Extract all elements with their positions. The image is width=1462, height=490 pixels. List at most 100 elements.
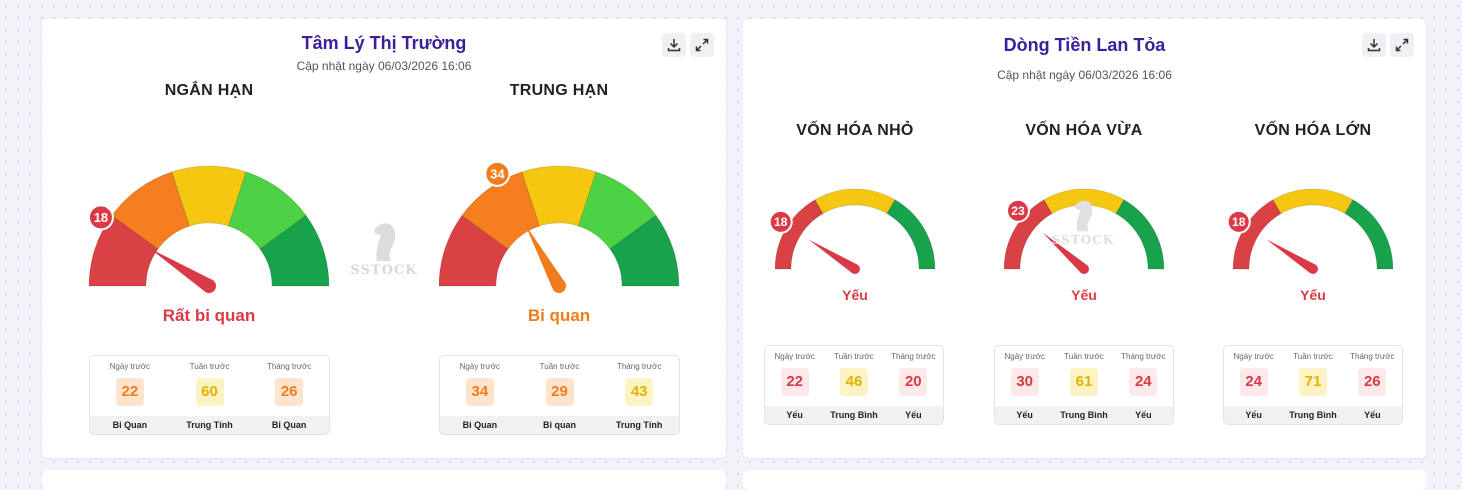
gauge-small-cap-segment <box>886 199 936 270</box>
gauge-short-term-needle-hub <box>202 279 216 293</box>
gauge-mid-term-segment <box>609 214 680 287</box>
history-label: Tuần trước <box>189 362 230 371</box>
history-value: 24 <box>1239 368 1268 396</box>
history-label: Tuần trước <box>834 352 874 361</box>
expand-icon <box>695 38 709 52</box>
download-button[interactable] <box>662 33 686 57</box>
history-label: Tuần trước <box>1064 352 1104 361</box>
watermark: SSTOCK <box>1043 197 1123 247</box>
gauge-title-short-term: NGẮN HẠN <box>164 82 254 99</box>
history-label: Tháng trước <box>891 352 936 361</box>
card-title: Dòng Tiền Lan Tỏa <box>1003 35 1166 55</box>
history-label: Tháng trước <box>266 362 312 371</box>
history-column: Tháng trước 24 <box>1114 346 1173 406</box>
gauge-title-mid-term: TRUNG HẠN <box>509 82 609 99</box>
history-tag: Trung Bình <box>1289 410 1337 420</box>
status-short-term: Rất bi quan <box>162 306 256 325</box>
history-value: 46 <box>839 368 868 396</box>
history-value: 29 <box>545 378 574 406</box>
history-column: Ngày trước 34 <box>440 356 520 416</box>
updated-text: Cập nhật ngày 06/03/2026 16:06 <box>296 59 472 73</box>
money-flow-card: Dòng Tiền Lan Tỏa Cập nhật ngày 06/03/20… <box>743 19 1426 458</box>
gauge-mid-term-needle <box>525 224 566 290</box>
history-label: Tháng trước <box>616 362 662 371</box>
status-mid-term: Bi quan <box>527 306 591 325</box>
history-label: Ngày trước <box>1233 352 1274 361</box>
history-tag: Bi Quan <box>112 420 148 430</box>
history-column: Tuần trước 60 <box>170 356 250 416</box>
history-label: Ngày trước <box>774 352 815 361</box>
history-value: 26 <box>1358 368 1387 396</box>
status-large-cap: Yếu <box>1300 287 1326 303</box>
gauge-short-term-value-badge <box>87 204 114 231</box>
history-tag: Trung Tính <box>186 420 233 430</box>
history-value: 60 <box>195 378 224 406</box>
gauge-title-small-cap: VỐN HÓA NHỎ <box>796 122 914 139</box>
gauge-mid-cap-needle <box>1042 232 1088 273</box>
gauges-market-cap: 18 23 18 <box>768 188 1394 274</box>
gauge-mid-term-needle-hub <box>552 279 566 293</box>
history-value: 22 <box>115 378 144 406</box>
history-label: Ngày trước <box>109 362 151 371</box>
download-button[interactable] <box>1362 33 1386 57</box>
history-value: 22 <box>780 368 809 396</box>
next-card-edge <box>42 470 726 490</box>
gauge-mid-term-segment <box>461 171 541 250</box>
expand-icon <box>1395 38 1409 52</box>
gauge-short-term-value-text: 18 <box>94 210 108 225</box>
history-value: 34 <box>465 378 494 406</box>
gauge-short-term-segment <box>227 171 307 250</box>
history-label: Tháng trước <box>1121 352 1166 361</box>
gauge-large-cap-segment <box>1272 188 1354 215</box>
download-icon <box>667 39 681 52</box>
history-panel-mid-term: Ngày trước 34 Tuần trước 29 Tháng trước 43 Bi … <box>439 355 680 435</box>
gauge-small-cap-needle <box>808 239 858 274</box>
history-label: Ngày trước <box>459 362 501 371</box>
gauge-large-cap-needle <box>1266 239 1316 274</box>
gauge-large-cap-value-badge <box>1226 209 1251 234</box>
history-panel-small-cap: Ngày trước 22 Tuần trước 46 Tháng trước 20 Yếu… <box>764 345 944 425</box>
history-panel-mid-cap: Ngày trước 30 Tuần trước 61 Tháng trước 24 Yếu… <box>994 345 1174 425</box>
horse-logo-icon <box>374 223 396 261</box>
history-column: Tuần trước 29 <box>520 356 600 416</box>
history-column: Ngày trước 30 <box>995 346 1054 406</box>
download-icon <box>1367 39 1381 52</box>
history-value: 61 <box>1069 368 1098 396</box>
history-panel-short-term: Ngày trước 22 Tuần trước 60 Tháng trước 26 Bi … <box>89 355 330 435</box>
gauge-small-cap-value-badge <box>768 209 793 234</box>
history-panel-large-cap: Ngày trước 24 Tuần trước 71 Tháng trước 26 Yếu… <box>1223 345 1403 425</box>
expand-button[interactable] <box>1390 33 1414 57</box>
history-label: Tháng trước <box>1350 352 1395 361</box>
history-label: Ngày trước <box>1004 352 1045 361</box>
history-tag: Trung Bình <box>1060 410 1108 420</box>
expand-button[interactable] <box>690 33 714 57</box>
history-tag: Yếu <box>905 410 922 420</box>
gauge-mid-term-value-badge <box>484 160 511 187</box>
history-column: Tháng trước 26 <box>1343 346 1402 406</box>
history-tag: Yếu <box>1245 410 1262 420</box>
history-value: 71 <box>1298 368 1327 396</box>
gauge-large-cap-segment <box>1344 199 1394 270</box>
next-card-edge <box>743 470 1426 490</box>
gauge-title-mid-cap: VỐN HÓA VỪA <box>1025 122 1143 139</box>
history-tag: Yếu <box>1364 410 1381 420</box>
gauge-mid-term-segment <box>521 165 597 227</box>
gauge-mid-cap-value-text: 23 <box>1011 204 1025 218</box>
history-tag: Yếu <box>786 410 803 420</box>
history-label: Tuần trước <box>1293 352 1333 361</box>
gauge-title-large-cap: VỐN HÓA LỚN <box>1254 122 1372 139</box>
history-column: Tuần trước 71 <box>1283 346 1342 406</box>
history-tag: Trung Bình <box>830 410 878 420</box>
status-mid-cap: Yếu <box>1071 287 1097 303</box>
gauge-short-term-segment <box>171 165 247 227</box>
gauge-mid-cap-value-badge <box>1005 198 1030 223</box>
history-tag: Bi quan <box>543 420 576 430</box>
status-small-cap: Yếu <box>842 287 868 303</box>
history-value: 26 <box>275 378 304 406</box>
history-tag: Yếu <box>1016 410 1033 420</box>
history-column: Tháng trước 20 <box>884 346 943 406</box>
updated-text: Cập nhật ngày 06/03/2026 16:06 <box>997 68 1172 82</box>
history-column: Tuần trước 61 <box>1054 346 1113 406</box>
gauge-small-cap-value-text: 18 <box>774 215 788 229</box>
